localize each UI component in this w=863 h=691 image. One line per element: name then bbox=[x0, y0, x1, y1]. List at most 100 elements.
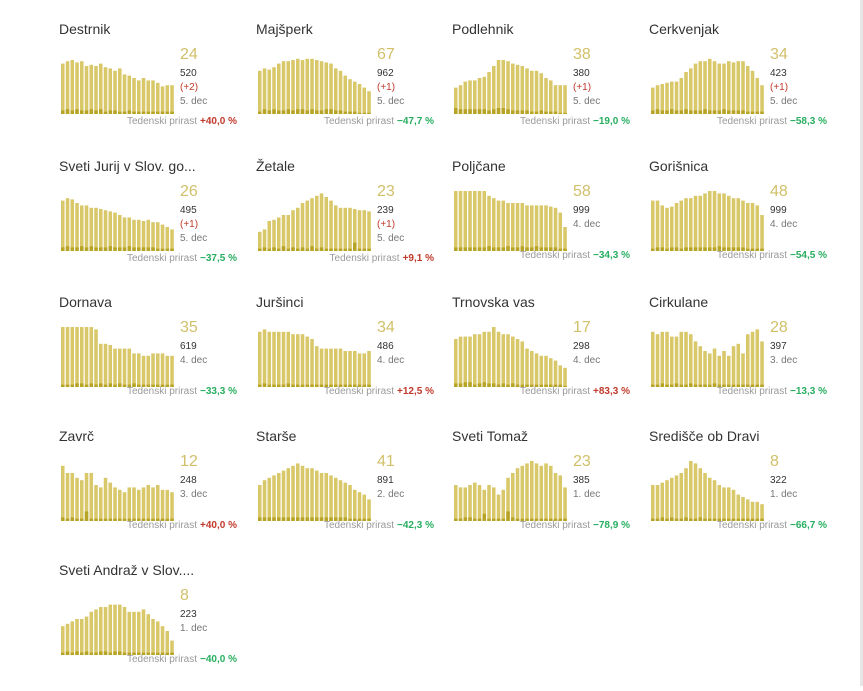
bar-secondary bbox=[477, 518, 482, 521]
bar-secondary bbox=[103, 518, 108, 521]
bar bbox=[277, 217, 281, 251]
bar bbox=[727, 61, 731, 114]
bar bbox=[267, 331, 272, 387]
bar-secondary bbox=[708, 247, 712, 251]
scrollbar[interactable] bbox=[860, 0, 863, 686]
bar-secondary bbox=[534, 384, 539, 387]
bar bbox=[689, 68, 693, 114]
bar-secondary bbox=[151, 518, 155, 521]
bar bbox=[324, 473, 329, 521]
bar bbox=[291, 210, 295, 251]
bar-secondary bbox=[108, 518, 113, 521]
bar bbox=[324, 197, 329, 251]
bar bbox=[122, 607, 127, 655]
bar-secondary bbox=[70, 384, 75, 387]
bar-secondary bbox=[482, 109, 487, 114]
total-count: 999 bbox=[770, 205, 787, 216]
bar bbox=[61, 200, 65, 251]
bar-secondary bbox=[338, 384, 343, 387]
bar bbox=[122, 492, 127, 521]
bar bbox=[296, 334, 300, 387]
bar-secondary bbox=[65, 384, 70, 387]
bar bbox=[506, 334, 510, 387]
bar bbox=[736, 343, 741, 387]
bar bbox=[348, 79, 352, 114]
bar bbox=[118, 68, 122, 114]
bar-secondary bbox=[731, 384, 736, 387]
bar-secondary bbox=[160, 111, 165, 114]
bar-chart bbox=[258, 463, 371, 521]
weekly-growth: Tedenski prirast −37,5 % bbox=[59, 253, 237, 265]
bar bbox=[760, 504, 764, 521]
bar bbox=[137, 80, 141, 114]
bar-secondary bbox=[94, 247, 98, 251]
bar-secondary bbox=[468, 247, 472, 251]
bar bbox=[520, 66, 525, 114]
bar bbox=[170, 492, 174, 521]
bar bbox=[553, 473, 558, 521]
bar bbox=[137, 353, 141, 387]
bar bbox=[99, 487, 103, 521]
bar-secondary bbox=[520, 110, 525, 114]
bar-secondary bbox=[89, 383, 94, 387]
bar-secondary bbox=[727, 110, 731, 114]
bar-secondary bbox=[296, 517, 300, 521]
bar-secondary bbox=[324, 109, 329, 114]
bar bbox=[334, 348, 338, 387]
bar-secondary bbox=[670, 247, 674, 251]
bar bbox=[741, 200, 745, 251]
bar bbox=[674, 336, 679, 387]
bar-chart bbox=[61, 60, 174, 114]
municipality-card: Žetale 23 239 (+1) 5. dec Tedenski prirast +9,… bbox=[256, 157, 446, 287]
bar bbox=[127, 611, 132, 655]
bar-secondary bbox=[727, 384, 731, 387]
bar-secondary bbox=[501, 247, 506, 251]
bar-secondary bbox=[750, 248, 755, 251]
bar bbox=[267, 221, 272, 251]
bar bbox=[487, 195, 491, 251]
bar bbox=[492, 327, 496, 387]
bar-secondary bbox=[127, 246, 132, 251]
bar-secondary bbox=[165, 652, 170, 655]
bar-secondary bbox=[689, 518, 693, 521]
bar bbox=[329, 475, 333, 521]
bar bbox=[113, 348, 117, 387]
bar-secondary bbox=[291, 384, 295, 387]
weekly-growth: Tedenski prirast −19,0 % bbox=[452, 116, 630, 128]
bar-secondary bbox=[736, 110, 741, 114]
bar bbox=[684, 331, 688, 387]
growth-label: Tedenski prirast bbox=[323, 386, 395, 397]
bar bbox=[141, 487, 146, 521]
bar bbox=[454, 191, 458, 251]
bar-secondary bbox=[118, 111, 122, 114]
bar-secondary bbox=[689, 247, 693, 251]
bar-secondary bbox=[70, 110, 75, 114]
bar-secondary bbox=[357, 112, 362, 114]
bar-secondary bbox=[118, 383, 122, 387]
bar-secondary bbox=[468, 109, 472, 114]
bar-secondary bbox=[703, 518, 707, 521]
bar-secondary bbox=[473, 247, 477, 251]
last-update-date: 2. dec bbox=[377, 489, 405, 500]
bar bbox=[755, 329, 760, 387]
bar bbox=[286, 468, 291, 521]
bar-secondary bbox=[281, 517, 286, 521]
bar-secondary bbox=[80, 383, 84, 387]
bar-secondary bbox=[712, 247, 717, 251]
bar-secondary bbox=[160, 248, 165, 251]
bar bbox=[132, 219, 136, 251]
bar bbox=[118, 348, 122, 387]
bar bbox=[305, 468, 310, 521]
bar bbox=[525, 463, 529, 521]
bar-secondary bbox=[698, 517, 703, 521]
bar-secondary bbox=[708, 518, 712, 521]
bar bbox=[534, 205, 539, 251]
bar-secondary bbox=[319, 247, 324, 251]
bar-secondary bbox=[651, 518, 655, 521]
weekly-count: 17 bbox=[573, 319, 591, 336]
bar bbox=[660, 84, 665, 114]
bar-secondary bbox=[651, 110, 655, 114]
bar-secondary bbox=[712, 383, 717, 387]
bar bbox=[343, 351, 348, 387]
bar-secondary bbox=[122, 384, 127, 387]
